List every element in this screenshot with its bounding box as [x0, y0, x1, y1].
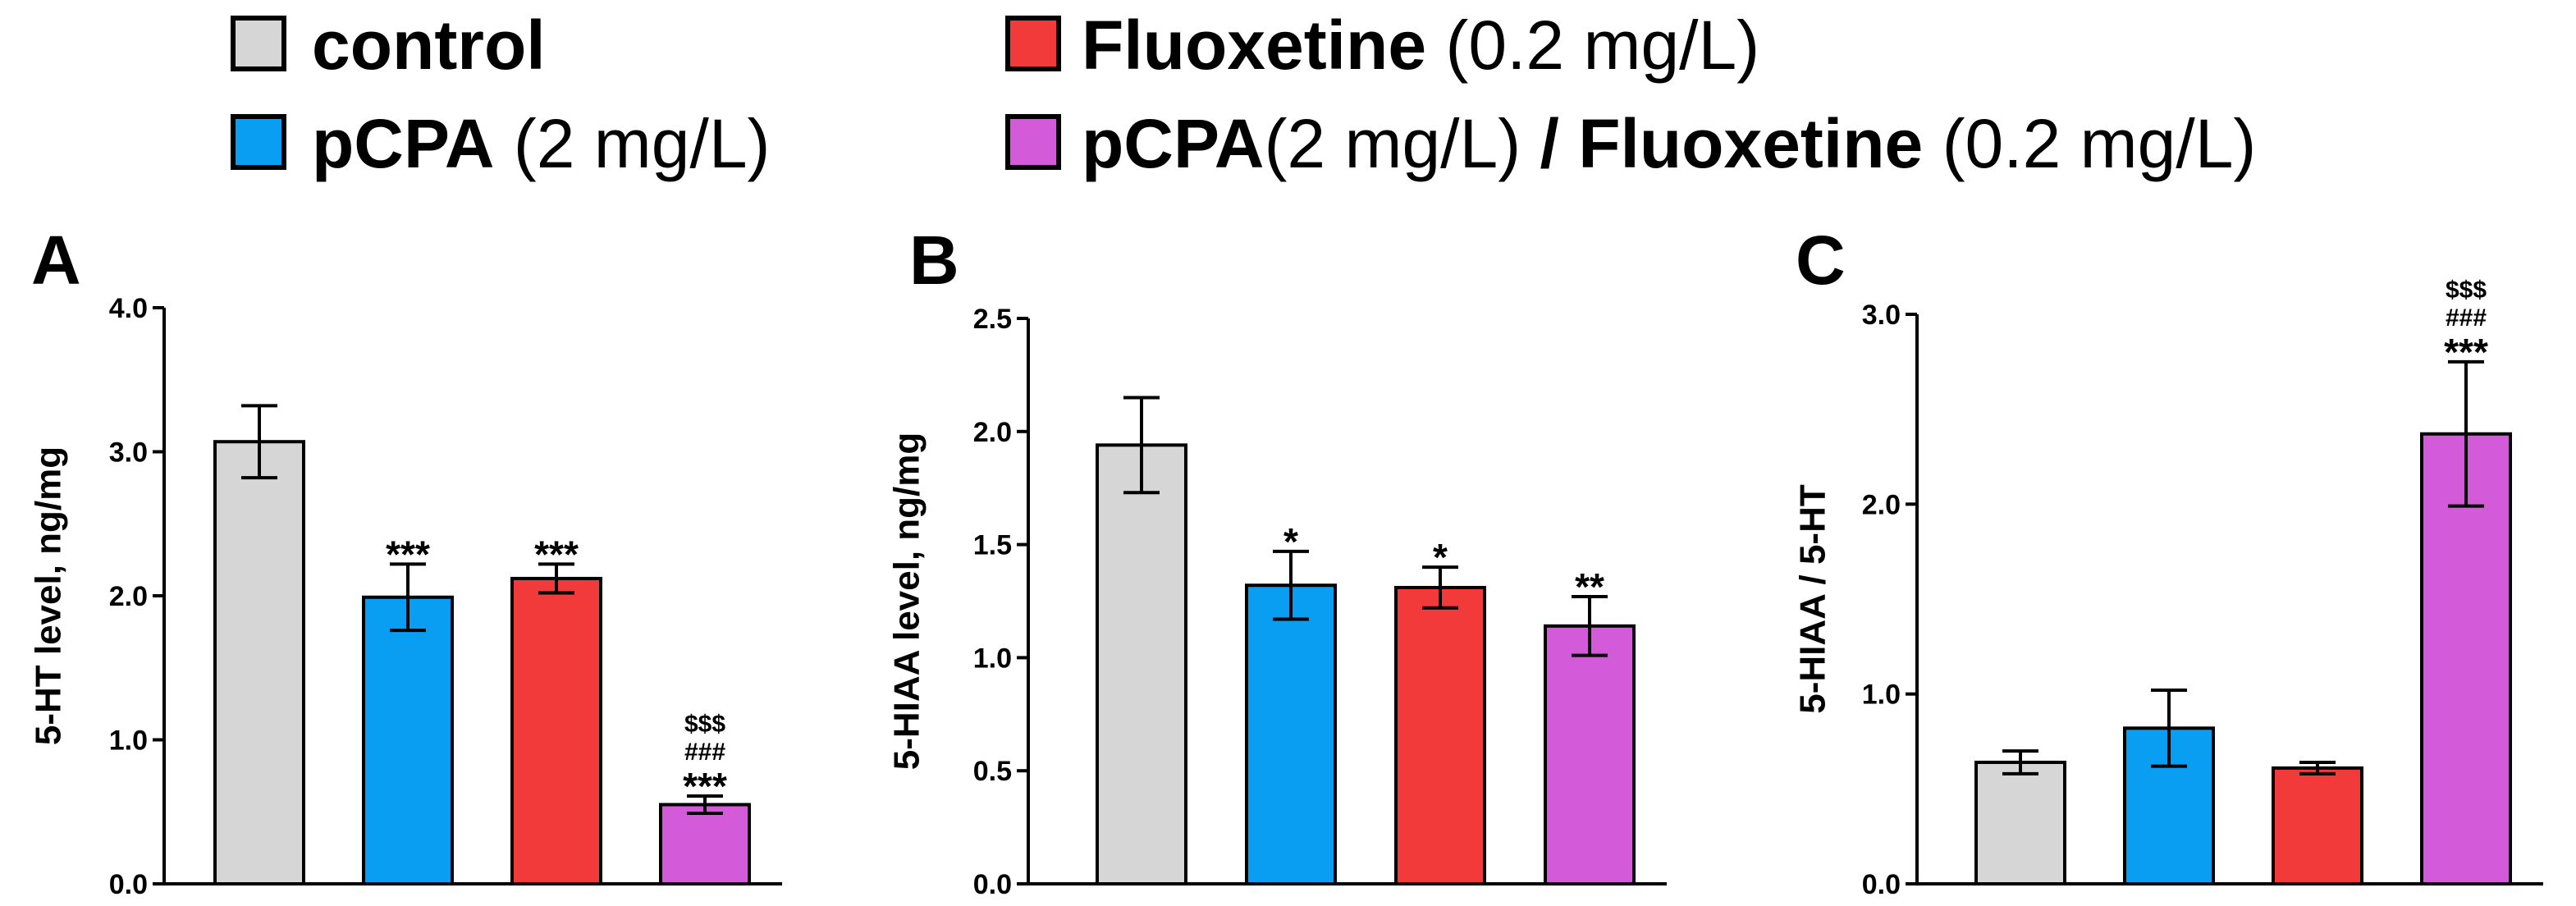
- panel-a-letter: A: [31, 222, 81, 299]
- panel-b-bar-pcpa: [1245, 583, 1337, 885]
- panel-c-y-tick-label: 3.0: [1862, 300, 1901, 331]
- panel-c-y-tick-label: 2.0: [1862, 489, 1901, 520]
- panel-b-y-tick-label: 0.0: [973, 869, 1012, 900]
- legend-item-fluoxetine: Fluoxetine (0.2 mg/L): [1005, 7, 1759, 84]
- panel-c-bar-control: [1974, 760, 2066, 885]
- panel-b: B5-HIAA level, ng/mg0.00.51.01.52.02.5* *…: [887, 222, 1667, 900]
- panel-c-y-axis-label: 5-HIAA / 5-HT: [1793, 484, 1833, 714]
- panel-b-significance-pcpa: *: [1283, 520, 1298, 563]
- legend: control Fluoxetine (0.2 mg/L) pCPA (2 mg…: [231, 7, 2256, 182]
- panel-b-bar-fluoxetine: [1394, 585, 1486, 885]
- panel-b-significance-combo: **: [1575, 565, 1604, 608]
- legend-label-control: control: [312, 7, 546, 84]
- legend-item-control: control: [231, 7, 546, 84]
- panel-a-significance-combo: $$$: [684, 711, 725, 738]
- legend-swatch-pcpa: [231, 114, 286, 170]
- panel-a-bar-combo: [659, 803, 751, 885]
- panel-a-y-tick-label: 4.0: [109, 293, 148, 324]
- legend-swatch-control: [231, 16, 286, 71]
- panel-a-y-tick-label: 1.0: [109, 725, 148, 757]
- panel-c-significance-combo: ***: [2444, 331, 2488, 373]
- panel-a-bar-fluoxetine: [510, 576, 602, 885]
- panel-b-y-tick-label: 2.0: [973, 417, 1012, 448]
- panel-b-y-tick-label: 2.5: [973, 304, 1012, 335]
- legend-item-pcpa: pCPA (2 mg/L): [231, 105, 771, 182]
- panel-a: A 5-HT level, ng/mg 0.0 1.0 2.0 3.0 4.0 *** *** $…: [29, 222, 782, 900]
- legend-label-combo: pCPA(2 mg/L) / Fluoxetine (0.2 mg/L): [1082, 105, 2256, 182]
- panel-b-letter: B: [909, 222, 959, 299]
- panel-b-bar-control: [1096, 443, 1187, 885]
- panel-c-bar-combo: [2420, 432, 2512, 885]
- panel-a-y-tick-label: 0.0: [109, 869, 148, 900]
- panel-a-bar-control: [213, 440, 305, 885]
- legend-swatch-combo: [1005, 114, 1061, 170]
- panel-c-significance-combo: $$$: [2446, 277, 2487, 304]
- legend-label-pcpa: pCPA (2 mg/L): [312, 105, 771, 182]
- panel-c-y-tick-label: 1.0: [1862, 680, 1901, 711]
- panel-b-y-tick-label: 0.5: [973, 756, 1012, 787]
- panel-b-y-tick-label: 1.0: [973, 643, 1012, 674]
- panel-a-significance-fluoxetine: ***: [534, 533, 579, 575]
- panel-a-y-tick-label: 2.0: [109, 581, 148, 612]
- panel-a-significance-combo: ###: [684, 739, 725, 766]
- legend-item-combo: pCPA(2 mg/L) / Fluoxetine (0.2 mg/L): [1005, 105, 2256, 182]
- legend-swatch-fluoxetine: [1005, 16, 1061, 71]
- panel-b-significance-fluoxetine: *: [1433, 536, 1448, 579]
- legend-label-fluoxetine: Fluoxetine (0.2 mg/L): [1082, 7, 1759, 84]
- panel-a-significance-pcpa: ***: [386, 533, 430, 575]
- panel-a-bar-pcpa: [362, 595, 454, 885]
- panel-b-y-axis-label: 5-HIAA level, ng/mg: [887, 432, 927, 771]
- panel-b-y-tick-label: 1.5: [973, 530, 1012, 561]
- panel-c: C 5-HIAA / 5-HT 0.0 1.0 2.0 3.0 $$$###***: [1793, 222, 2543, 900]
- panel-b-bar-combo: [1544, 624, 1636, 885]
- panel-a-significance-combo: ***: [683, 765, 727, 808]
- panel-c-letter: C: [1796, 222, 1846, 299]
- panel-a-y-tick-label: 3.0: [109, 437, 148, 469]
- panel-c-y-tick-label: 0.0: [1862, 869, 1901, 900]
- panel-a-y-axis-label: 5-HT level, ng/mg: [29, 446, 69, 745]
- panel-c-significance-combo: ###: [2446, 304, 2487, 332]
- panel-c-bar-fluoxetine: [2272, 766, 2363, 885]
